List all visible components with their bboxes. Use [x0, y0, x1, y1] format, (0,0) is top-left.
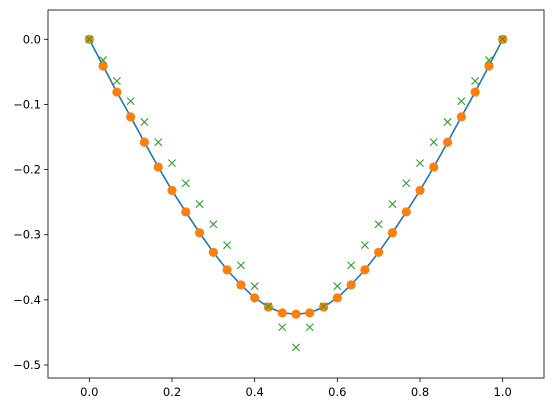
data-point — [112, 77, 121, 85]
data-point — [387, 228, 398, 238]
x-tick-label: 0.2 — [163, 385, 181, 399]
data-point — [292, 343, 300, 352]
data-point — [98, 61, 108, 71]
x-tick-label: 0.6 — [328, 385, 346, 399]
data-point — [99, 56, 108, 65]
data-point — [442, 137, 453, 147]
x-tick-label: 1.0 — [494, 385, 512, 399]
data-point — [277, 308, 287, 318]
y-tick-label: −0.4 — [13, 293, 41, 307]
data-point — [305, 323, 314, 332]
data-point — [484, 56, 493, 65]
y-tick-label: −0.3 — [13, 228, 41, 242]
y-tick-label: −0.1 — [13, 97, 41, 111]
data-point — [85, 35, 94, 44]
data-point — [222, 265, 232, 275]
data-point — [360, 265, 370, 275]
data-point — [374, 247, 384, 257]
data-point — [139, 137, 150, 147]
data-point — [181, 179, 190, 188]
data-point — [402, 179, 411, 188]
data-point — [208, 247, 218, 257]
data-point — [153, 162, 163, 172]
data-point — [332, 293, 342, 303]
y-axis: 0.0 −0.1 −0.2 −0.3 −0.4 −0.5 — [13, 32, 48, 372]
data-point — [194, 228, 205, 238]
data-point — [126, 97, 135, 106]
axes-frame — [47, 9, 545, 379]
data-point — [429, 162, 439, 172]
data-point — [470, 87, 480, 97]
data-point — [456, 112, 466, 122]
data-point — [429, 138, 438, 147]
data-point — [112, 87, 122, 97]
data-point — [154, 138, 163, 147]
data-point — [333, 282, 342, 291]
data-point — [195, 200, 204, 209]
data-point — [291, 309, 301, 319]
data-point — [346, 280, 356, 290]
data-point — [443, 118, 452, 127]
x-axis: 0.0 0.2 0.4 0.6 0.8 1.0 — [80, 378, 512, 399]
data-point — [374, 220, 383, 229]
data-point — [416, 159, 424, 168]
data-point — [278, 323, 287, 332]
data-point — [319, 302, 328, 311]
data-point — [484, 61, 494, 71]
data-point — [388, 200, 397, 209]
data-point — [168, 159, 176, 168]
data-point — [126, 112, 136, 122]
data-point — [181, 207, 191, 217]
y-tick-label: −0.5 — [13, 358, 41, 372]
data-point — [250, 293, 260, 303]
data-point — [209, 220, 218, 229]
data-point — [167, 185, 177, 196]
data-point — [471, 77, 480, 85]
x-tick-label: 0.4 — [246, 385, 264, 399]
data-point — [457, 97, 466, 106]
data-point — [401, 207, 411, 217]
data-point — [236, 261, 245, 270]
data-point — [415, 185, 425, 196]
data-point — [223, 241, 232, 250]
x-tick-label: 0.0 — [80, 385, 98, 399]
data-point — [264, 302, 273, 311]
data-point — [498, 35, 507, 44]
x-tick-label: 0.8 — [411, 385, 429, 399]
plot-area — [84, 34, 508, 352]
series-2 — [85, 35, 507, 352]
data-point — [250, 282, 259, 291]
data-point — [360, 241, 369, 250]
y-tick-label: −0.2 — [13, 163, 41, 177]
y-tick-label: 0.0 — [23, 32, 41, 46]
data-point — [140, 118, 149, 127]
data-point — [236, 280, 246, 290]
data-point — [347, 261, 356, 270]
data-point — [305, 308, 315, 318]
